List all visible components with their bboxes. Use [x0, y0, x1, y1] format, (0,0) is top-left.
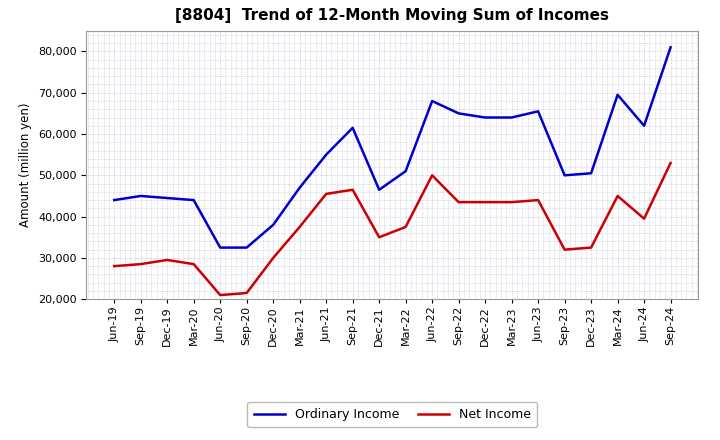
- Net Income: [110, 264, 119, 269]
- Ordinary Income: [666, 45, 675, 50]
- Line: Ordinary Income: Ordinary Income: [114, 48, 670, 248]
- Legend: Ordinary Income, Net Income: Ordinary Income, Net Income: [248, 402, 537, 427]
- Ordinary Income: [613, 92, 622, 97]
- Net Income: [348, 187, 357, 192]
- Ordinary Income: [454, 111, 463, 116]
- Ordinary Income: [587, 171, 595, 176]
- Net Income: [428, 172, 436, 178]
- Net Income: [640, 216, 649, 221]
- Net Income: [163, 257, 171, 263]
- Net Income: [243, 290, 251, 296]
- Ordinary Income: [640, 123, 649, 128]
- Net Income: [189, 261, 198, 267]
- Net Income: [269, 255, 277, 260]
- Ordinary Income: [110, 198, 119, 203]
- Line: Net Income: Net Income: [114, 163, 670, 295]
- Ordinary Income: [295, 185, 304, 191]
- Net Income: [454, 199, 463, 205]
- Ordinary Income: [481, 115, 490, 120]
- Ordinary Income: [534, 109, 542, 114]
- Net Income: [666, 160, 675, 165]
- Ordinary Income: [375, 187, 384, 192]
- Ordinary Income: [322, 152, 330, 158]
- Net Income: [481, 199, 490, 205]
- Ordinary Income: [163, 195, 171, 201]
- Net Income: [136, 261, 145, 267]
- Net Income: [613, 193, 622, 198]
- Net Income: [534, 198, 542, 203]
- Ordinary Income: [216, 245, 225, 250]
- Y-axis label: Amount (million yen): Amount (million yen): [19, 103, 32, 227]
- Ordinary Income: [428, 99, 436, 104]
- Net Income: [560, 247, 569, 252]
- Ordinary Income: [508, 115, 516, 120]
- Ordinary Income: [401, 169, 410, 174]
- Ordinary Income: [189, 198, 198, 203]
- Title: [8804]  Trend of 12-Month Moving Sum of Incomes: [8804] Trend of 12-Month Moving Sum of I…: [176, 7, 609, 23]
- Ordinary Income: [560, 172, 569, 178]
- Net Income: [508, 199, 516, 205]
- Net Income: [375, 235, 384, 240]
- Ordinary Income: [348, 125, 357, 131]
- Ordinary Income: [243, 245, 251, 250]
- Net Income: [322, 191, 330, 197]
- Net Income: [587, 245, 595, 250]
- Ordinary Income: [269, 222, 277, 227]
- Net Income: [295, 224, 304, 230]
- Net Income: [216, 293, 225, 298]
- Ordinary Income: [136, 193, 145, 198]
- Net Income: [401, 224, 410, 230]
